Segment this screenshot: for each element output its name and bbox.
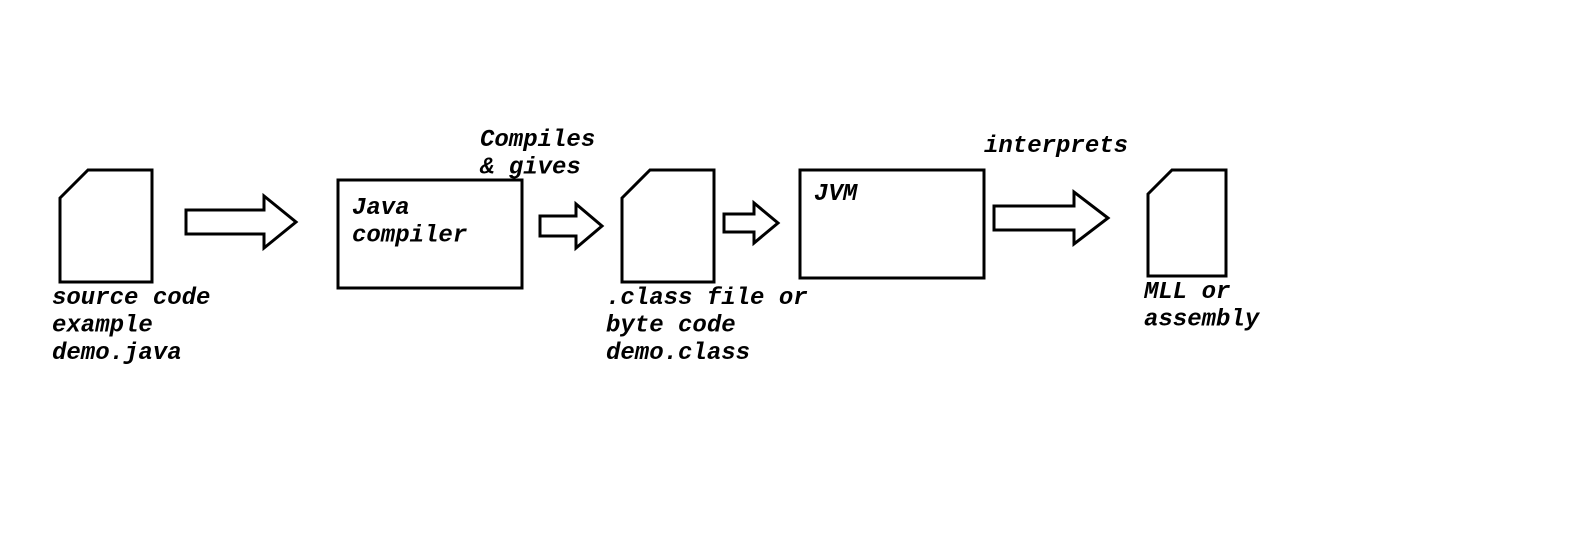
src_file-caption: source codeexampledemo.java	[52, 285, 210, 367]
arrow-src_file-to-compiler	[186, 196, 296, 248]
src_file-shape	[60, 170, 152, 282]
arrow-jvm-to-mll_file	[994, 192, 1108, 244]
mll_file-shape	[1148, 170, 1226, 276]
compiler-label: Javacompiler	[352, 195, 467, 250]
jvm-label: JVM	[814, 181, 859, 208]
class_file-caption: .class file orbyte codedemo.class	[606, 285, 808, 367]
arrow-compiler-to-class_file	[540, 204, 602, 248]
arrow-label-jvm-to-mll_file: interprets	[984, 133, 1128, 160]
arrow-class_file-to-jvm	[724, 203, 778, 243]
class_file-shape	[622, 170, 714, 282]
arrow-label-compiler-to-class_file: Compiles& gives	[479, 127, 595, 182]
mll_file-caption: MLL orassembly	[1143, 279, 1261, 334]
